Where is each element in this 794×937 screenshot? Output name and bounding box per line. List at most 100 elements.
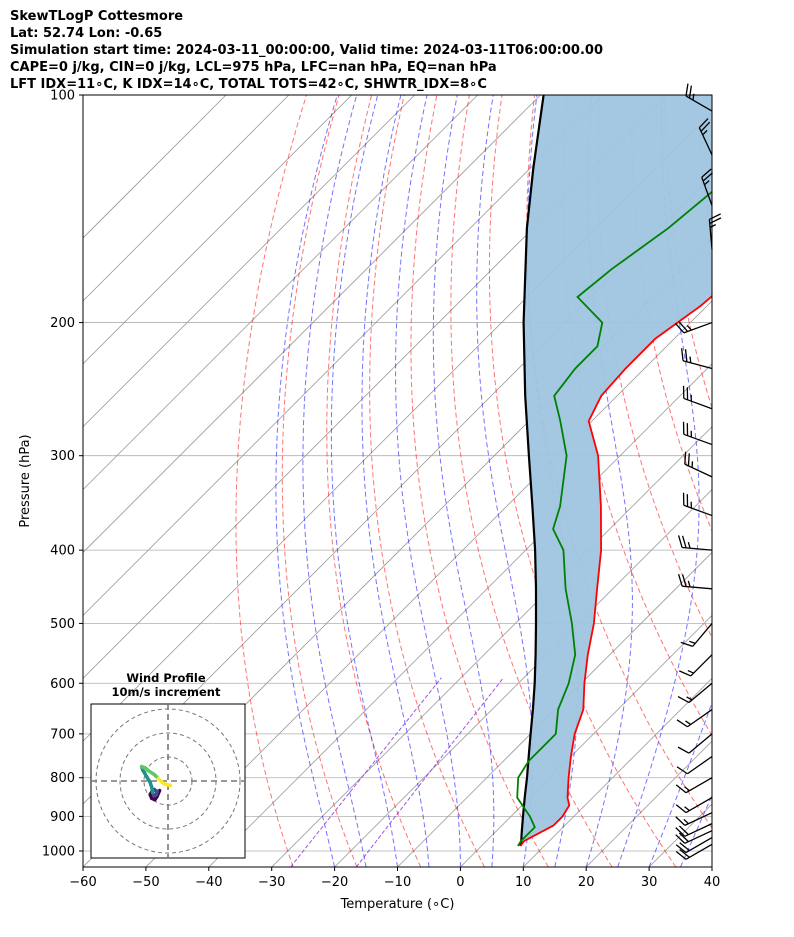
moist-adiabat — [330, 95, 398, 867]
wind-barb — [679, 654, 713, 677]
isotherm-line — [711, 866, 712, 867]
y-tick-label: 300 — [50, 449, 75, 464]
moist-adiabat — [680, 794, 712, 867]
moist-adiabat — [395, 95, 461, 867]
dry-adiabat — [597, 95, 712, 639]
hodograph-subtitle: 10m/s increment — [112, 685, 221, 699]
wind-barb — [677, 733, 713, 754]
isotherm-line — [334, 489, 712, 867]
y-tick-label: 400 — [50, 544, 75, 559]
isotherm-line — [271, 426, 712, 867]
dry-adiabat — [450, 95, 613, 867]
hodograph-title: Wind Profile — [126, 671, 206, 685]
isotherm-line — [83, 95, 290, 302]
x-tick-label: 30 — [641, 875, 658, 890]
x-tick-label: −60 — [69, 875, 96, 890]
y-tick-label: 1000 — [42, 844, 75, 859]
isotherm-line — [523, 677, 712, 867]
parcel-profile-line — [519, 95, 545, 847]
x-tick-label: 40 — [704, 875, 721, 890]
isotherm-line — [83, 95, 478, 491]
wind-barb — [675, 830, 713, 844]
wind-barb — [675, 823, 713, 837]
moist-adiabat — [648, 701, 712, 867]
x-tick-label: −30 — [258, 875, 285, 890]
wind-barb — [677, 535, 713, 551]
x-tick-label: 10 — [515, 875, 532, 890]
wind-barb — [682, 385, 713, 410]
wind-barbs — [675, 83, 722, 860]
wind-barb — [675, 837, 713, 854]
moist-adiabat — [711, 865, 712, 867]
isotherm-line — [397, 551, 712, 867]
dry-adiabat — [235, 95, 307, 867]
isotherm-line — [83, 95, 604, 616]
isotherm-line — [83, 95, 541, 554]
moist-adiabat — [275, 95, 338, 867]
mixing-ratio-line — [290, 677, 442, 867]
y-tick-label: 900 — [50, 810, 75, 825]
mixing-ratio-line — [355, 677, 504, 867]
wind-barb — [701, 168, 713, 206]
x-axis-label: Temperature (∘C) — [340, 897, 455, 912]
isotherm-line — [460, 614, 712, 867]
wind-barb — [675, 812, 713, 826]
wind-barb — [676, 755, 713, 775]
x-tick-label: 0 — [456, 875, 464, 890]
y-tick-label: 600 — [50, 677, 75, 692]
wind-barb — [677, 573, 713, 590]
x-tick-label: −20 — [321, 875, 348, 890]
title-line-indices: LFT IDX=11∘C, K IDX=14∘C, TOTAL TOTS=42∘… — [10, 77, 487, 92]
wind-barb — [682, 421, 713, 446]
wind-barb — [698, 118, 713, 156]
moist-adiabat — [302, 95, 367, 867]
isotherm-line — [83, 95, 353, 365]
y-tick-label: 200 — [50, 316, 75, 331]
profiles — [516, 95, 712, 847]
wind-barb — [675, 843, 713, 860]
wind-barb — [684, 451, 713, 478]
dry-adiabat — [763, 95, 794, 867]
x-tick-label: −40 — [195, 875, 222, 890]
x-tick-label: −50 — [132, 875, 159, 890]
wind-barb — [676, 709, 713, 728]
wind-barb — [677, 682, 713, 704]
temperature-profile-line — [519, 295, 712, 847]
title-line-times: Simulation start time: 2024-03-11_00:00:… — [10, 43, 603, 58]
wind-barb — [682, 492, 713, 517]
wind-barb — [675, 797, 713, 814]
isotherm-line — [775, 95, 794, 867]
x-tick-label: −10 — [384, 875, 411, 890]
moist-adiabat — [432, 95, 495, 867]
dewpoint-profile-line — [516, 190, 712, 847]
moist-adiabat — [585, 95, 633, 867]
wind-barb — [675, 777, 713, 794]
wind-barb — [681, 348, 713, 370]
title-line-station: SkewTLogP Cottesmore — [10, 9, 184, 24]
moist-adiabat — [476, 95, 533, 867]
isotherm-line — [83, 95, 415, 428]
y-tick-label: 500 — [50, 617, 75, 632]
y-tick-label: 100 — [50, 89, 75, 104]
x-tick-label: 20 — [578, 875, 595, 890]
dry-adiabat — [410, 95, 549, 867]
title-line-location: Lat: 52.74 Lon: -0.65 — [10, 26, 163, 41]
wind-barb — [680, 622, 713, 648]
axes: −60 −50 −40 −30 −20 −10 0 10 20 30 40 1000 900 800 700… — [42, 89, 720, 891]
y-tick-label: 800 — [50, 771, 75, 786]
dry-adiabat — [369, 95, 485, 867]
cin-shading — [520, 95, 712, 846]
dry-adiabat — [730, 95, 794, 867]
chart-title-block: SkewTLogP Cottesmore Lat: 52.74 Lon: -0.… — [10, 8, 603, 93]
moist-adiabat — [617, 95, 700, 867]
wind-barb — [675, 321, 713, 334]
isotherm-line — [83, 95, 227, 239]
title-line-cape: CAPE=0 j/kg, CIN=0 j/kg, LCL=975 hPa, LF… — [10, 60, 497, 75]
y-tick-label: 700 — [50, 727, 75, 742]
dry-adiabat — [281, 95, 358, 867]
hodograph-segment — [165, 782, 173, 788]
y-axis-label: Pressure (hPa) — [18, 434, 33, 527]
cape-area — [520, 95, 712, 846]
